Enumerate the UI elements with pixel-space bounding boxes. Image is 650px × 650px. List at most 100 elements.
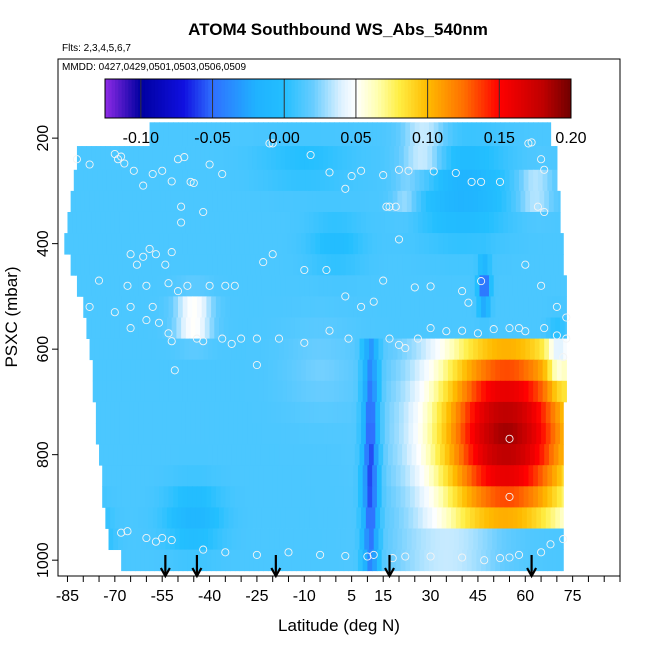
heatmap-cell: [539, 444, 545, 466]
heatmap-cell: [256, 211, 263, 234]
heatmap-cell: [196, 465, 203, 487]
heatmap-cell: [372, 296, 378, 318]
heatmap-cell: [184, 444, 190, 466]
sample-point: [363, 552, 372, 561]
heatmap-cell: [296, 359, 302, 382]
heatmap-cell: [206, 169, 212, 192]
heatmap-cell: [400, 122, 406, 147]
heatmap-cell: [274, 254, 280, 276]
heatmap-cell: [174, 444, 181, 466]
heatmap-cell: [75, 190, 81, 213]
heatmap-cell: [162, 317, 168, 339]
heatmap-cell: [256, 146, 263, 171]
heatmap-cell: [190, 507, 196, 529]
sample-point: [505, 434, 514, 443]
heatmap-cell: [405, 359, 411, 382]
heatmap-cell: [195, 211, 201, 234]
heatmap-cell: [244, 296, 250, 318]
heatmap-cell: [179, 338, 185, 361]
heatmap-cell: [261, 401, 267, 424]
sample-point: [341, 292, 350, 301]
heatmap-cell: [518, 359, 525, 382]
heatmap-cell: [86, 211, 92, 234]
heatmap-cell: [99, 338, 105, 361]
heatmap-cell: [462, 169, 468, 192]
heatmap-cell: [427, 317, 433, 339]
sample-point: [161, 260, 170, 269]
heatmap-cell: [297, 338, 304, 361]
heatmap-cell: [108, 338, 114, 361]
heatmap-cell: [102, 359, 108, 382]
heatmap-cell: [225, 296, 231, 318]
heatmap-cell: [220, 549, 226, 572]
heatmap-cell: [542, 296, 548, 318]
heatmap-cell: [411, 254, 417, 276]
heatmap-cell: [506, 190, 512, 213]
heatmap-cell: [474, 401, 481, 424]
heatmap-cell: [345, 444, 351, 466]
heatmap-cell: [75, 254, 81, 276]
heatmap-cell: [446, 146, 452, 171]
heatmap-cell: [286, 122, 293, 147]
heatmap-cell: [389, 317, 395, 339]
heatmap-cell: [283, 444, 290, 466]
heatmap-cell: [503, 275, 509, 297]
heatmap-cell: [473, 254, 479, 276]
heatmap-cell: [305, 465, 312, 487]
heatmap-cell: [271, 146, 277, 171]
heatmap-cell: [274, 190, 280, 213]
heatmap-cell: [342, 211, 348, 234]
heatmap-cell: [381, 486, 387, 508]
heatmap-cell: [558, 254, 564, 276]
heatmap-cell: [342, 146, 348, 171]
sample-point: [540, 324, 549, 333]
heatmap-cell: [405, 169, 411, 192]
heatmap-cell: [378, 190, 384, 213]
heatmap-cell: [103, 254, 110, 276]
heatmap-cell: [294, 423, 301, 445]
heatmap-cell: [346, 507, 353, 529]
heatmap-cell: [320, 169, 326, 192]
sample-point: [123, 281, 132, 290]
heatmap-cell: [321, 338, 327, 361]
colorbar-swatch: [421, 79, 426, 118]
heatmap-cell: [417, 423, 424, 445]
heatmap-cell: [425, 528, 432, 551]
heatmap-cell: [466, 233, 473, 255]
sample-point: [85, 302, 94, 311]
heatmap-cell: [359, 444, 365, 466]
heatmap-cell: [201, 122, 207, 147]
heatmap-cell: [346, 275, 353, 297]
heatmap-cell: [297, 528, 304, 551]
heatmap-cell: [517, 423, 523, 445]
heatmap-cell: [364, 444, 370, 466]
heatmap-cell: [121, 359, 127, 382]
heatmap-cell: [144, 169, 151, 192]
heatmap-cell: [143, 401, 149, 424]
heatmap-cell: [318, 317, 324, 339]
heatmap-cell: [416, 338, 422, 361]
heatmap-cell: [504, 296, 511, 318]
heatmap-cell: [503, 507, 509, 529]
heatmap-cell: [89, 338, 95, 361]
heatmap-cell: [125, 465, 132, 487]
heatmap-cell: [563, 338, 567, 361]
heatmap-cell: [324, 465, 331, 487]
heatmap-cell: [173, 296, 179, 318]
heatmap-cell: [525, 254, 531, 276]
heatmap-cell: [204, 211, 211, 234]
heatmap-cell: [436, 275, 443, 297]
heatmap-cell: [170, 190, 176, 213]
heatmap-cell: [560, 401, 564, 424]
heatmap-cell: [279, 338, 285, 361]
heatmap-cell: [166, 317, 173, 339]
heatmap-cell: [146, 528, 152, 551]
heatmap-cell: [163, 122, 170, 147]
heatmap-cell: [410, 380, 416, 403]
heatmap-cell: [411, 528, 417, 551]
heatmap-cell: [103, 338, 110, 361]
heatmap-cell: [383, 254, 389, 276]
colorbar-swatch: [454, 79, 459, 118]
sample-point: [401, 344, 410, 353]
heatmap-cell: [200, 423, 206, 445]
